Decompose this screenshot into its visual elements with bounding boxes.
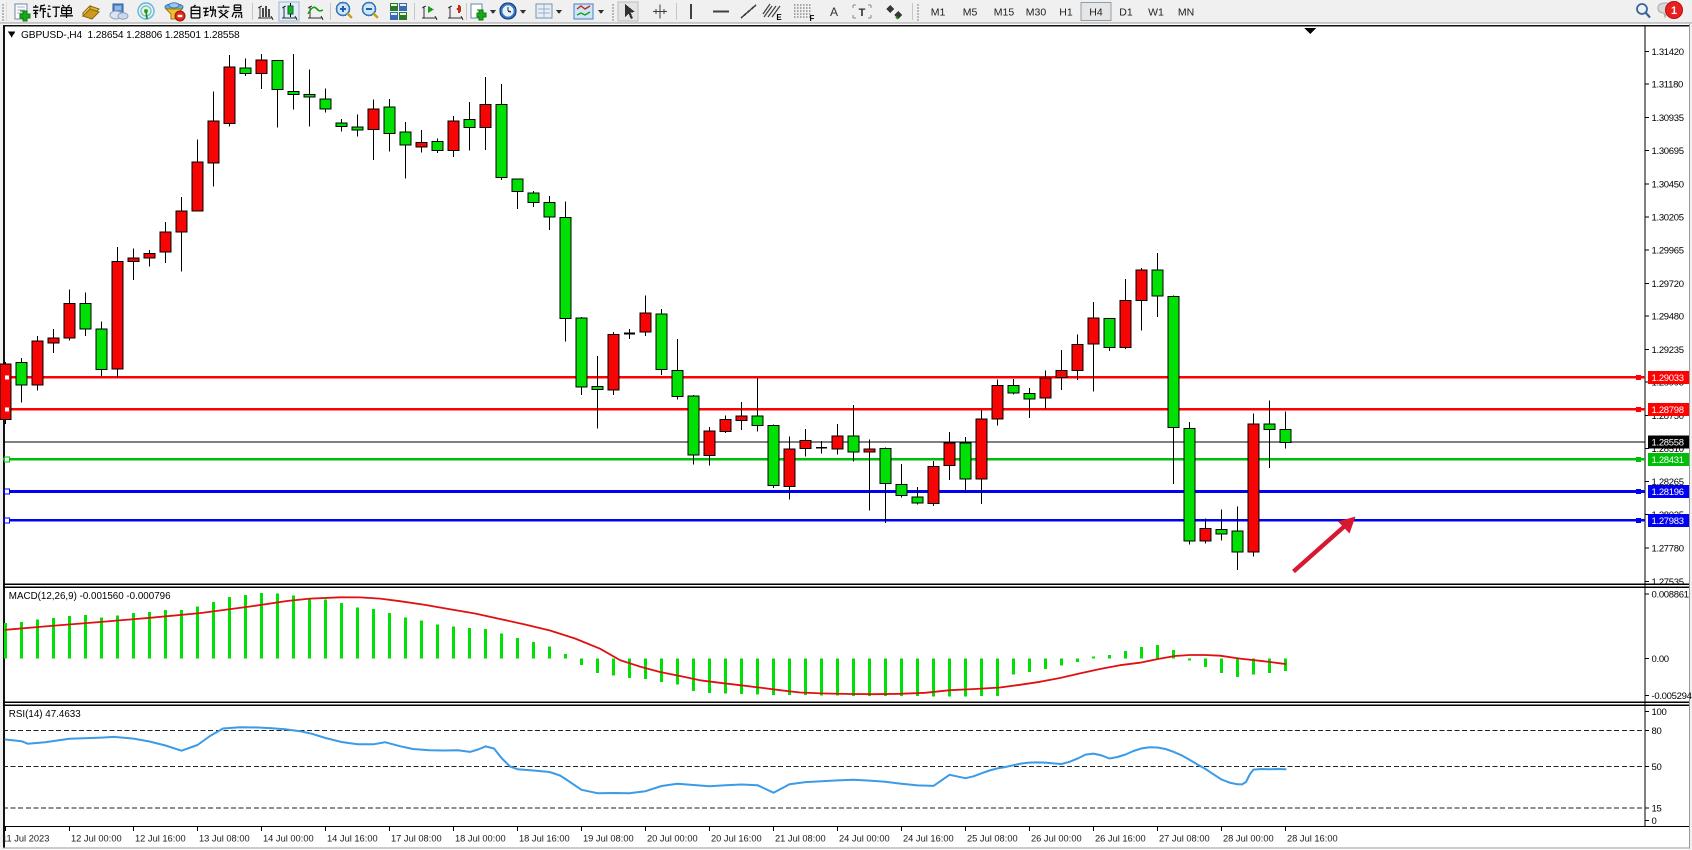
svg-text:28 Jul 16:00: 28 Jul 16:00: [1287, 834, 1338, 844]
svg-text:1.29235: 1.29235: [1652, 345, 1684, 356]
svg-text:24 Jul 16:00: 24 Jul 16:00: [903, 834, 954, 844]
svg-text:E: E: [776, 13, 782, 22]
svg-text:1.28510: 1.28510: [1652, 444, 1684, 455]
svg-text:1.30205: 1.30205: [1652, 213, 1684, 224]
svg-text:26 Jul 00:00: 26 Jul 00:00: [1031, 834, 1082, 844]
svg-text:15: 15: [1652, 803, 1662, 814]
svg-text:D1: D1: [1119, 6, 1133, 18]
svg-text:F: F: [810, 14, 815, 23]
svg-text:H4: H4: [1089, 6, 1103, 18]
svg-text:12 Jul 00:00: 12 Jul 00:00: [71, 834, 122, 844]
svg-text:1.27535: 1.27535: [1652, 577, 1684, 588]
svg-text:27 Jul 08:00: 27 Jul 08:00: [1159, 834, 1210, 844]
svg-text:1.30450: 1.30450: [1652, 179, 1684, 190]
svg-text:M1: M1: [931, 6, 946, 18]
svg-text:1.29965: 1.29965: [1652, 246, 1684, 257]
svg-text:1.30935: 1.30935: [1652, 113, 1684, 124]
svg-text:25 Jul 08:00: 25 Jul 08:00: [967, 834, 1018, 844]
svg-text:GBPUSD-,H4 1.28654 1.28806 1.: GBPUSD-,H4 1.28654 1.28806 1.28501 1.285…: [21, 30, 240, 41]
svg-text:M30: M30: [1026, 6, 1047, 18]
svg-text:1.29033: 1.29033: [1652, 373, 1684, 384]
svg-text:M5: M5: [963, 6, 978, 18]
svg-text:A: A: [830, 5, 838, 19]
svg-text:13 Jul 08:00: 13 Jul 08:00: [199, 834, 250, 844]
svg-text:17 Jul 08:00: 17 Jul 08:00: [391, 834, 442, 844]
svg-text:80: 80: [1652, 726, 1662, 737]
svg-text:26 Jul 16:00: 26 Jul 16:00: [1095, 834, 1146, 844]
svg-text:MN: MN: [1178, 6, 1194, 18]
svg-text:11 Jul 2023: 11 Jul 2023: [2, 834, 49, 844]
svg-text:1.28750: 1.28750: [1652, 411, 1684, 422]
svg-text:18 Jul 16:00: 18 Jul 16:00: [519, 834, 570, 844]
svg-text:1.29720: 1.29720: [1652, 279, 1684, 290]
svg-text:H1: H1: [1059, 6, 1073, 18]
svg-text:RSI(14) 47.4633: RSI(14) 47.4633: [9, 709, 81, 720]
svg-text:12 Jul 16:00: 12 Jul 16:00: [135, 834, 186, 844]
svg-text:50: 50: [1652, 762, 1662, 773]
svg-text:100: 100: [1652, 707, 1667, 718]
svg-text:20 Jul 00:00: 20 Jul 00:00: [647, 834, 698, 844]
svg-text:1.28431: 1.28431: [1652, 455, 1684, 466]
svg-text:1.28265: 1.28265: [1652, 477, 1684, 488]
svg-text:M15: M15: [994, 6, 1015, 18]
svg-text:1.28558: 1.28558: [1652, 437, 1684, 448]
svg-text:0.00: 0.00: [1652, 654, 1669, 665]
svg-text:1: 1: [1671, 5, 1677, 17]
svg-text:21 Jul 08:00: 21 Jul 08:00: [775, 834, 826, 844]
svg-text:24 Jul 00:00: 24 Jul 00:00: [839, 834, 890, 844]
svg-text:1.31180: 1.31180: [1652, 80, 1684, 91]
svg-text:1.27983: 1.27983: [1652, 516, 1684, 527]
svg-text:0.008861: 0.008861: [1652, 590, 1689, 601]
svg-text:19 Jul 08:00: 19 Jul 08:00: [583, 834, 634, 844]
svg-text:28 Jul 00:00: 28 Jul 00:00: [1223, 834, 1274, 844]
svg-text:1.28798: 1.28798: [1652, 405, 1684, 416]
svg-text:20 Jul 16:00: 20 Jul 16:00: [711, 834, 762, 844]
svg-text:1.31420: 1.31420: [1652, 47, 1684, 58]
svg-text:0: 0: [1652, 816, 1657, 827]
svg-text:-0.005294: -0.005294: [1652, 691, 1692, 702]
svg-text:1.29480: 1.29480: [1652, 312, 1684, 323]
svg-text:14 Jul 16:00: 14 Jul 16:00: [327, 834, 378, 844]
svg-text:W1: W1: [1148, 6, 1164, 18]
svg-text:18 Jul 00:00: 18 Jul 00:00: [455, 834, 506, 844]
svg-text:1.30695: 1.30695: [1652, 146, 1684, 157]
svg-text:14 Jul 00:00: 14 Jul 00:00: [263, 834, 314, 844]
svg-text:1.28196: 1.28196: [1652, 487, 1684, 498]
svg-text:1.27780: 1.27780: [1652, 543, 1684, 554]
svg-text:T: T: [859, 7, 866, 19]
svg-text:MACD(12,26,9) -0.001560 -0.000: MACD(12,26,9) -0.001560 -0.000796: [9, 591, 171, 602]
